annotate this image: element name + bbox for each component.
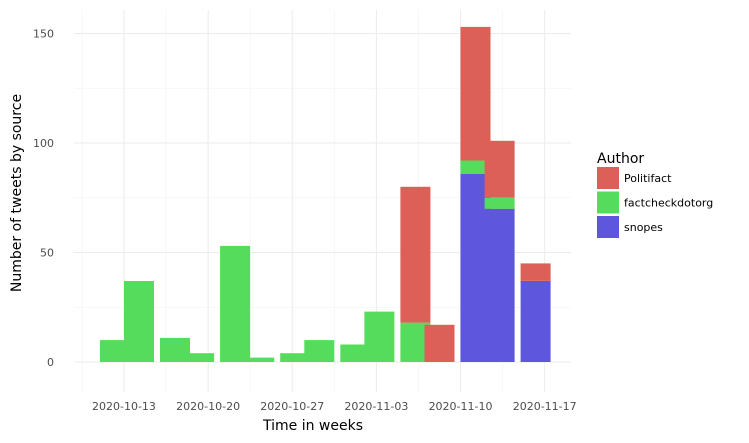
x-axis-title: Time in weeks	[262, 418, 363, 434]
x-tick-label: 2020-10-13	[92, 400, 156, 413]
bar-factcheckdotorg	[280, 353, 311, 362]
legend-title: Author	[597, 151, 644, 167]
legend-label-factcheckdotorg: factcheckdotorg	[624, 197, 713, 210]
x-tick-label: 2020-10-27	[260, 400, 324, 413]
y-tick-label: 100	[33, 137, 54, 150]
bar-factcheckdotorg	[460, 160, 491, 174]
legend-swatch-factcheckdotorg	[597, 191, 619, 214]
bar-factcheckdotorg	[364, 311, 395, 362]
bars	[99, 26, 551, 362]
bar-factcheckdotorg	[244, 357, 275, 362]
bar-politifact	[484, 140, 515, 198]
bar-snopes	[484, 208, 515, 362]
legend-label-snopes: snopes	[624, 221, 663, 234]
bar-politifact	[424, 324, 455, 362]
bar-factcheckdotorg	[124, 281, 154, 362]
x-tick-label: 2020-11-10	[429, 400, 493, 413]
bar-factcheckdotorg	[484, 197, 515, 209]
y-tick-label: 150	[33, 28, 54, 41]
legend-swatch-snopes	[597, 216, 619, 238]
bar-factcheckdotorg	[340, 344, 371, 362]
legend-swatch-politifact	[597, 167, 619, 189]
y-tick-label: 0	[47, 356, 54, 369]
bar-politifact	[520, 263, 551, 281]
x-tick-label: 2020-11-03	[344, 400, 408, 413]
x-tick-label: 2020-11-17	[513, 400, 577, 413]
bar-factcheckdotorg	[220, 245, 251, 362]
legend-label-politifact: Politifact	[624, 172, 672, 185]
y-tick-labels: 0 50 100 150	[33, 28, 54, 370]
y-tick-label: 50	[40, 247, 54, 260]
bar-politifact	[400, 186, 431, 323]
x-tick-label: 2020-10-20	[176, 400, 240, 413]
legend: Author Politifact factcheckdotorg snopes	[597, 151, 713, 238]
bar-factcheckdotorg	[184, 353, 215, 362]
bar-factcheckdotorg	[99, 340, 130, 362]
bar-snopes	[520, 281, 551, 362]
bar-politifact	[460, 26, 491, 161]
y-axis-title: Number of tweets by source	[9, 94, 25, 292]
x-tick-labels: 2020-10-13 2020-10-20 2020-10-27 2020-11-03…	[92, 400, 577, 413]
bar-factcheckdotorg	[304, 340, 335, 362]
